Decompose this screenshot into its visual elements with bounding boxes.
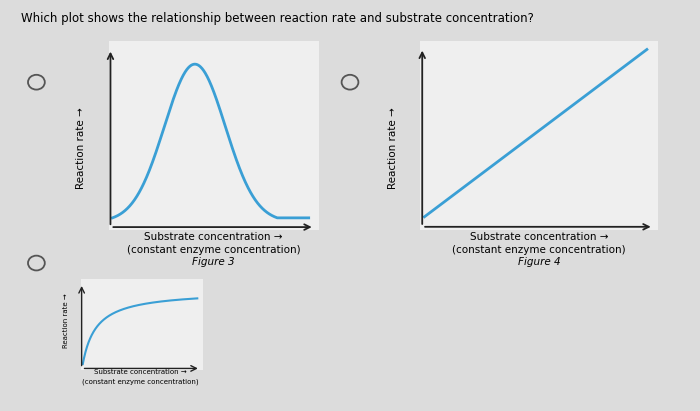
Text: Substrate concentration →: Substrate concentration → [470,233,608,242]
Text: Figure 4: Figure 4 [518,257,560,267]
Text: (constant enzyme concentration): (constant enzyme concentration) [127,245,300,255]
Text: (constant enzyme concentration): (constant enzyme concentration) [452,245,626,255]
Text: Substrate concentration →: Substrate concentration → [94,369,186,375]
Text: Reaction rate →: Reaction rate → [76,107,85,189]
Text: (constant enzyme concentration): (constant enzyme concentration) [82,378,198,385]
Text: Which plot shows the relationship between reaction rate and substrate concentrat: Which plot shows the relationship betwee… [21,12,534,25]
Text: Reaction rate →: Reaction rate → [389,107,398,189]
Text: Reaction rate →: Reaction rate → [64,293,69,348]
Text: Figure 3: Figure 3 [193,257,235,267]
Text: Substrate concentration →: Substrate concentration → [144,233,283,242]
